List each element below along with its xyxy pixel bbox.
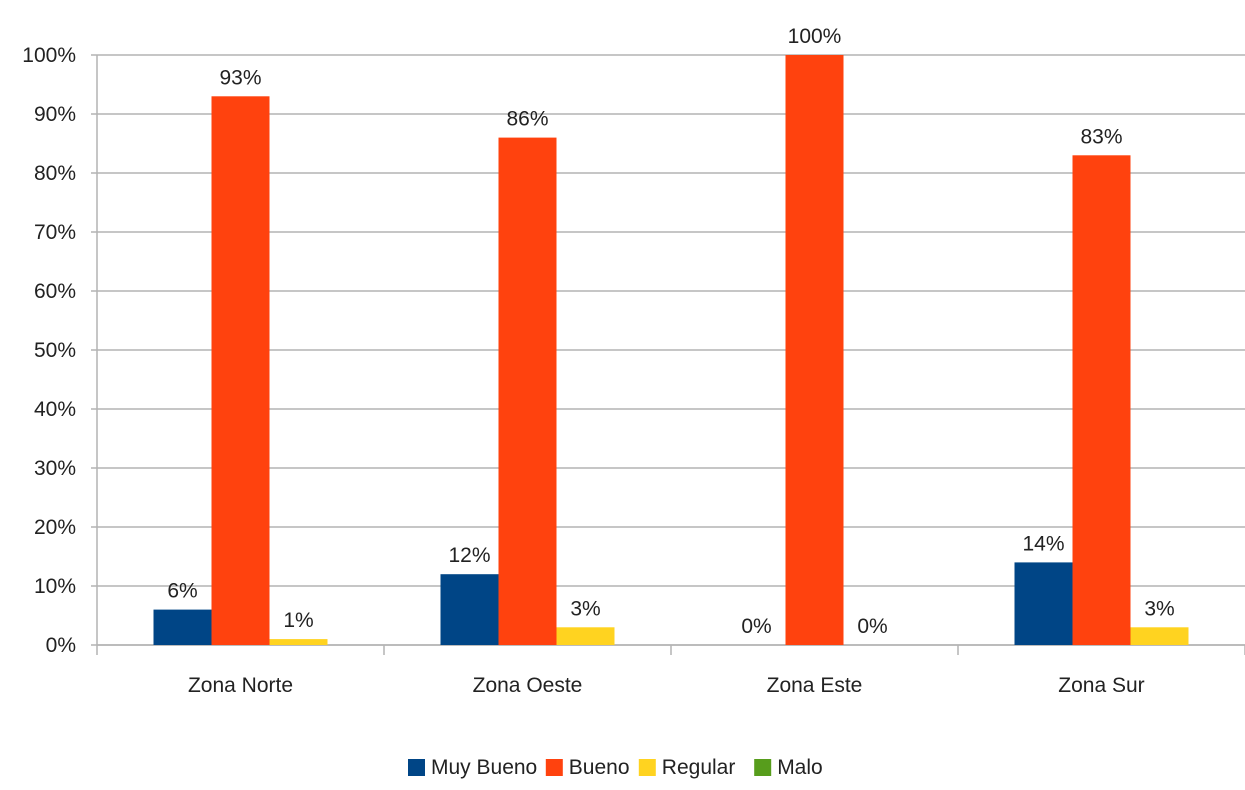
category-label: Zona Sur bbox=[1058, 674, 1144, 697]
y-tick-label: 60% bbox=[34, 280, 76, 303]
legend-label: Malo bbox=[777, 756, 823, 779]
legend-label: Regular bbox=[662, 756, 736, 779]
legend-swatch bbox=[408, 759, 425, 776]
data-label: 83% bbox=[1080, 125, 1122, 148]
data-label: 3% bbox=[570, 597, 600, 620]
data-label: 0% bbox=[857, 615, 887, 638]
bar-regular bbox=[557, 627, 615, 645]
data-label: 1% bbox=[283, 609, 313, 632]
y-tick-label: 30% bbox=[34, 457, 76, 480]
y-tick-label: 50% bbox=[34, 339, 76, 362]
bar-regular bbox=[270, 639, 328, 645]
legend-swatch bbox=[546, 759, 563, 776]
legend-swatch bbox=[754, 759, 771, 776]
y-tick-label: 10% bbox=[34, 575, 76, 598]
data-label: 12% bbox=[448, 544, 490, 567]
data-label: 86% bbox=[506, 108, 548, 131]
bar-bueno bbox=[1073, 155, 1131, 645]
bar-regular bbox=[1131, 627, 1189, 645]
y-tick-label: 20% bbox=[34, 516, 76, 539]
bar-bueno bbox=[499, 138, 557, 645]
y-tick-label: 40% bbox=[34, 398, 76, 421]
bar-bueno bbox=[786, 55, 844, 645]
legend: Muy Bueno Bueno Regular Malo bbox=[408, 756, 823, 779]
category-label: Zona Oeste bbox=[473, 674, 583, 697]
bar-muy-bueno bbox=[1015, 562, 1073, 645]
data-label: 6% bbox=[167, 580, 197, 603]
y-tick-label: 90% bbox=[34, 103, 76, 126]
legend-label: Bueno bbox=[569, 756, 630, 779]
category-label: Zona Norte bbox=[188, 674, 293, 697]
y-tick-label: 100% bbox=[22, 44, 76, 67]
y-tick-label: 70% bbox=[34, 221, 76, 244]
data-label: 14% bbox=[1022, 532, 1064, 555]
bar-bueno bbox=[212, 96, 270, 645]
category-label: Zona Este bbox=[767, 674, 863, 697]
legend-swatch bbox=[639, 759, 656, 776]
legend-label: Muy Bueno bbox=[431, 756, 537, 779]
data-label: 3% bbox=[1144, 597, 1174, 620]
y-tick-label: 0% bbox=[46, 634, 76, 657]
data-label: 100% bbox=[788, 25, 842, 48]
bar-muy-bueno bbox=[441, 574, 499, 645]
y-tick-label: 80% bbox=[34, 162, 76, 185]
data-label: 0% bbox=[741, 615, 771, 638]
data-label: 93% bbox=[219, 66, 261, 89]
data-labels: 6% 93% 1% 12% 86% 3% 0% 100% 0% 14% 83% 3% bbox=[167, 25, 1174, 638]
bar-muy-bueno bbox=[154, 610, 212, 645]
